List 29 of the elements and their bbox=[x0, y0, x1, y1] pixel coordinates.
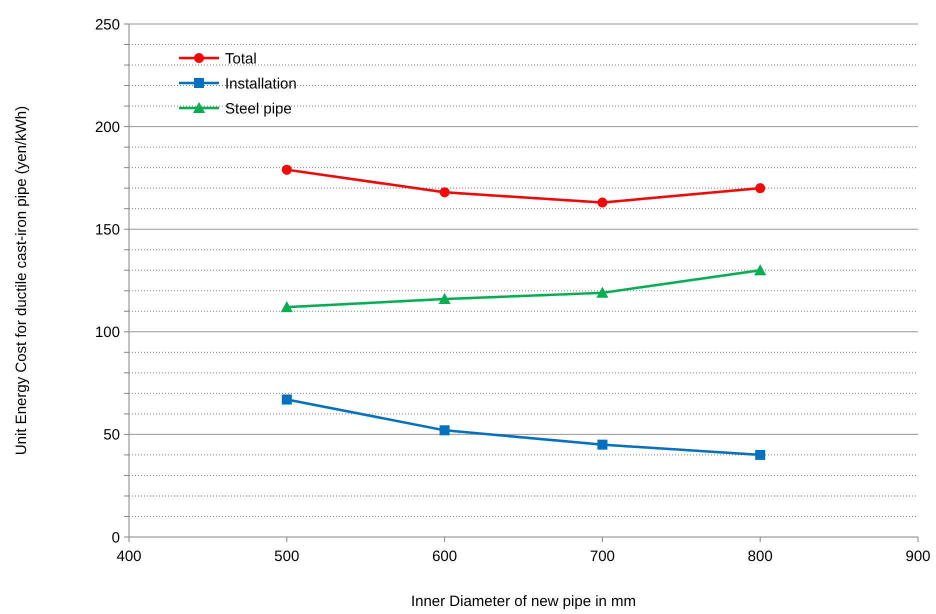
point bbox=[440, 187, 450, 198]
point bbox=[282, 394, 292, 405]
x-tick-label: 700 bbox=[590, 548, 615, 565]
y-tick-label: 200 bbox=[94, 118, 120, 136]
x-tick-label: 900 bbox=[905, 548, 931, 565]
point bbox=[755, 183, 766, 194]
x-tick-label: 600 bbox=[432, 548, 458, 565]
point bbox=[596, 286, 608, 298]
x-tick-label: 800 bbox=[748, 548, 773, 565]
point bbox=[440, 425, 450, 436]
x-tick-label: 400 bbox=[116, 548, 142, 565]
y-axis-title: Unit Energy Cost for ductile cast-iron pipe (yen/kWh) bbox=[13, 106, 30, 456]
x-axis-title: Inner Diameter of new pipe in mm bbox=[410, 593, 636, 610]
y-tick-label: 150 bbox=[94, 221, 120, 238]
y-tick-label: 250 bbox=[94, 16, 120, 34]
point bbox=[754, 264, 766, 276]
point bbox=[597, 440, 608, 450]
legend-label: Installation bbox=[225, 75, 297, 92]
point bbox=[597, 198, 608, 208]
point bbox=[755, 450, 766, 460]
point bbox=[280, 301, 293, 312]
legend-label: Steel pipe bbox=[225, 100, 292, 118]
y-tick-label: 100 bbox=[94, 324, 120, 342]
x-tick-label: 500 bbox=[274, 548, 300, 565]
point bbox=[282, 164, 292, 175]
y-tick-label: 0 bbox=[112, 529, 120, 546]
point bbox=[438, 292, 451, 304]
y-tick-label: 50 bbox=[103, 426, 120, 444]
legend-label: Total bbox=[225, 50, 257, 68]
